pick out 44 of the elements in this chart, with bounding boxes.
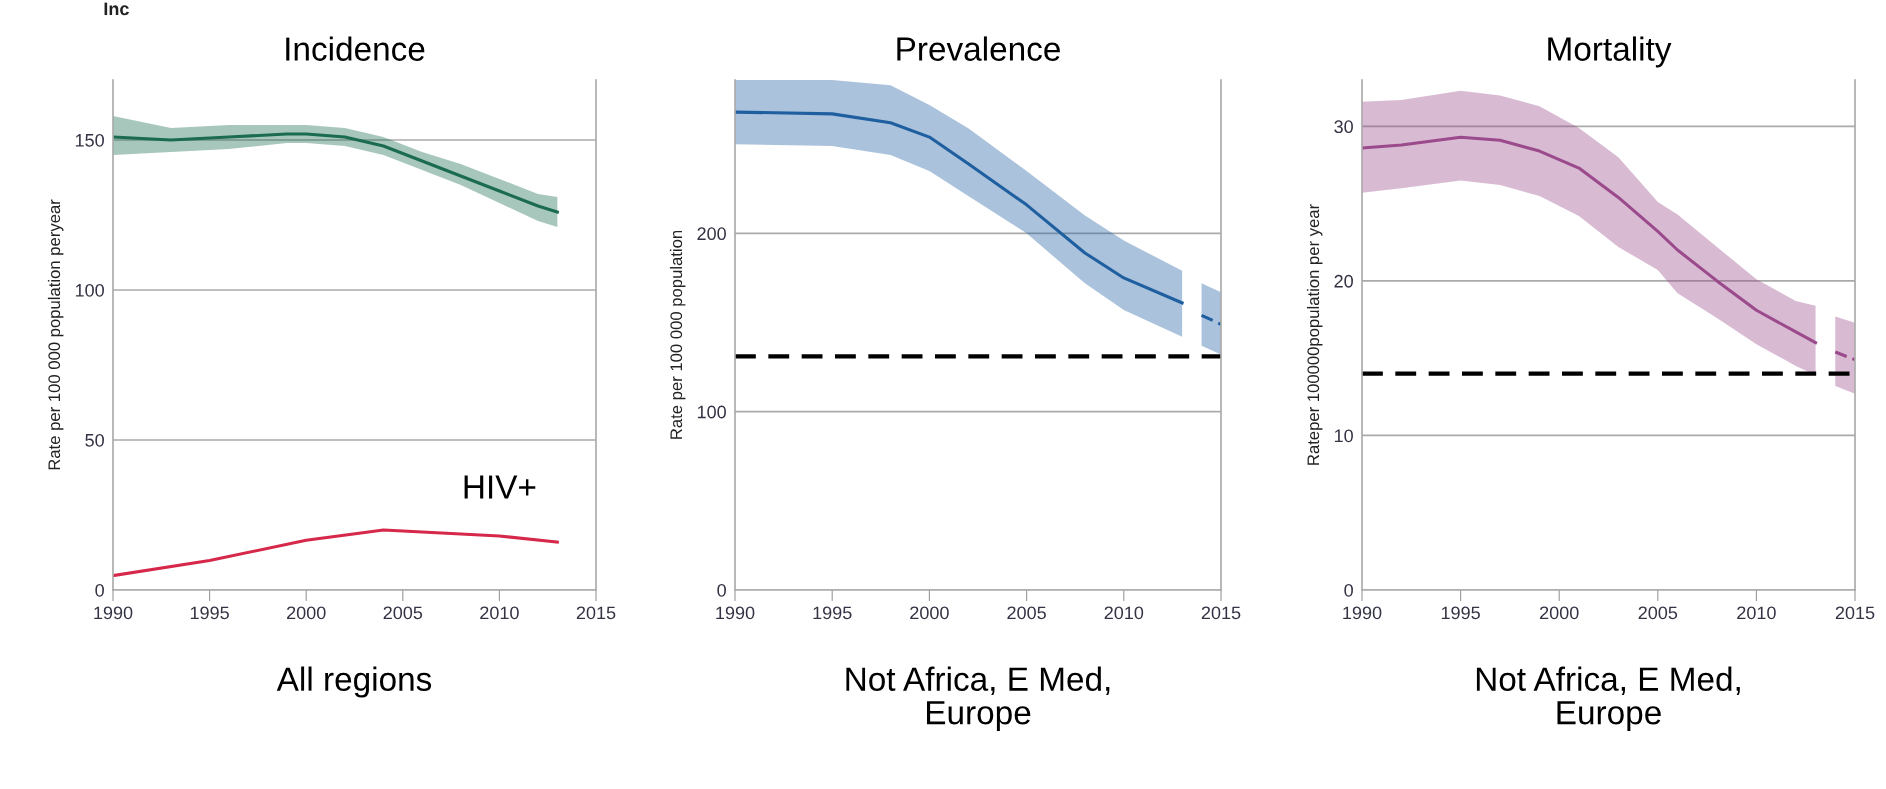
x-tick-label: 2005 <box>383 606 423 620</box>
y-tick-label: 0 <box>1344 583 1353 597</box>
text: All regions <box>276 666 432 698</box>
line-series <box>113 528 559 578</box>
y-axis-title: Rate per 100 000 population peryear <box>47 199 64 470</box>
chart-title: Mortality <box>1548 36 1672 68</box>
x-tick-label: 1990 <box>94 606 133 620</box>
y-axis-title: Rate per 100 000 population <box>669 230 686 439</box>
x-tick-label: 2005 <box>1638 606 1678 620</box>
line-series <box>1362 135 1818 345</box>
y-axis-title: Rateper 100000population per year <box>1306 204 1323 465</box>
y-tick-label: 0 <box>717 583 726 597</box>
y-tick-label: 50 <box>85 433 104 447</box>
x-tick-label: 1995 <box>190 606 229 620</box>
x-tick-label: 2005 <box>1007 606 1046 620</box>
x-tick-label: 2010 <box>480 606 519 620</box>
y-tick-label: 150 <box>75 133 104 147</box>
x-tick-label: 2000 <box>910 606 949 620</box>
x-tick-label: 2015 <box>576 606 616 620</box>
x-tick-label: 2000 <box>1540 606 1579 620</box>
y-tick-label: 0 <box>95 583 104 597</box>
y-tick-label: 100 <box>697 405 726 419</box>
y-tick-label: 200 <box>697 227 726 241</box>
x-tick-label: 2015 <box>1835 606 1875 620</box>
text: Inc <box>104 2 129 16</box>
x-tick-label: 2015 <box>1201 606 1241 620</box>
x-tick-label: 1990 <box>716 606 755 620</box>
line-series <box>735 110 1184 305</box>
y-tick-label: 20 <box>1334 274 1353 288</box>
text: Not Africa, E Med, Europe <box>1476 666 1740 732</box>
y-tick-label: 30 <box>1334 120 1353 134</box>
y-tick-label: 10 <box>1334 429 1353 443</box>
x-tick-label: 2010 <box>1737 606 1776 620</box>
x-tick-label: 1995 <box>813 606 852 620</box>
x-tick-label: 1990 <box>1343 606 1382 620</box>
chart-title: Incidence <box>286 36 425 61</box>
line-series <box>113 132 559 214</box>
x-tick-label: 1995 <box>1441 606 1480 620</box>
x-tick-label: 2010 <box>1104 606 1144 620</box>
series-label: HIV+ <box>464 475 536 499</box>
text: Not Africa, E Med, Europe <box>846 666 1110 732</box>
y-tick-label: 100 <box>75 283 104 297</box>
chart-title: Prevalence <box>897 36 1060 61</box>
x-tick-label: 2000 <box>287 606 326 620</box>
